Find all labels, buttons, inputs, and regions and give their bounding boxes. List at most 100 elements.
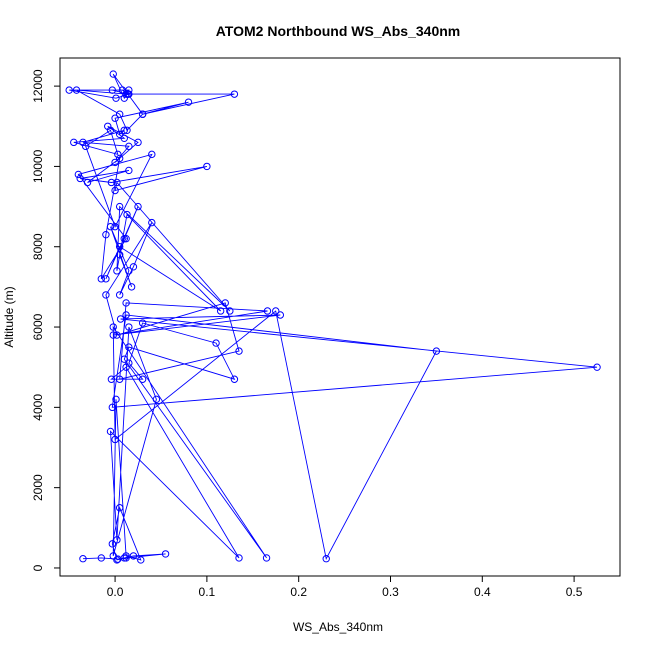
- data-point: [74, 170, 83, 179]
- data-point: [322, 555, 330, 563]
- data-point: [113, 331, 121, 339]
- x-tick-label: 0.3: [382, 585, 399, 599]
- data-point: [111, 222, 119, 231]
- data-point: [83, 178, 92, 187]
- data-point: [125, 166, 133, 175]
- data-point: [109, 331, 117, 339]
- data-point: [123, 210, 131, 219]
- data-point: [127, 283, 136, 291]
- data-point: [148, 218, 156, 227]
- data-point: [216, 307, 225, 315]
- data-point: [97, 275, 106, 283]
- data-point: [120, 355, 128, 363]
- data-point: [106, 222, 115, 231]
- data-point: [113, 536, 121, 544]
- data-point: [97, 554, 106, 562]
- data-point: [108, 86, 117, 94]
- data-point: [79, 555, 87, 563]
- data-point: [111, 158, 119, 167]
- data-point: [122, 552, 130, 560]
- data-point: [134, 202, 142, 211]
- data-point: [129, 552, 138, 560]
- x-tick-label: 0.0: [107, 585, 124, 599]
- data-point: [102, 230, 110, 239]
- y-tick-label: 6000: [31, 313, 45, 340]
- x-tick-label: 0.5: [566, 585, 583, 599]
- data-point: [593, 363, 601, 371]
- data-point: [107, 178, 116, 187]
- data-point: [138, 319, 147, 327]
- data-point: [70, 138, 78, 147]
- data-point: [122, 299, 130, 307]
- data-point: [123, 126, 131, 134]
- data-point: [109, 323, 117, 331]
- data-point: [111, 435, 119, 444]
- data-point: [115, 375, 124, 383]
- data-point: [115, 291, 124, 299]
- data-point: [113, 267, 121, 275]
- data-point: [116, 315, 125, 323]
- data-point: [115, 130, 124, 138]
- data-point: [115, 110, 124, 118]
- data-point: [108, 403, 117, 412]
- data-point: [122, 311, 130, 319]
- data-point: [108, 540, 117, 548]
- data-point: [152, 395, 161, 404]
- data-point: [111, 114, 119, 122]
- data-point: [272, 307, 280, 315]
- x-tick-label: 0.4: [474, 585, 491, 599]
- data-point: [262, 554, 271, 562]
- series-line: [69, 73, 598, 561]
- data-point: [120, 94, 128, 102]
- data-point: [115, 243, 124, 251]
- data-point: [432, 347, 441, 355]
- data-point: [102, 275, 110, 283]
- data-point: [79, 138, 87, 147]
- data-point: [122, 554, 130, 562]
- data-point: [125, 323, 133, 331]
- data-point: [109, 70, 117, 78]
- data-point: [138, 375, 147, 383]
- y-tick-label: 12000: [31, 69, 45, 103]
- data-point: [113, 178, 121, 187]
- x-tick-label: 0.1: [199, 585, 216, 599]
- data-point: [129, 263, 138, 271]
- series-layer: [65, 70, 601, 564]
- data-point: [137, 556, 145, 564]
- data-point: [235, 347, 243, 355]
- data-point: [107, 375, 116, 383]
- data-point: [276, 311, 285, 319]
- data-point: [124, 90, 132, 98]
- x-axis: 0.0 0.1 0.2 0.3 0.4 0.5: [107, 575, 583, 599]
- data-point: [112, 94, 120, 102]
- data-point: [115, 251, 124, 259]
- y-axis: 0 2000 4000 6000 8000 10000 12000: [31, 69, 61, 571]
- data-point: [125, 343, 133, 351]
- data-point: [65, 86, 73, 94]
- x-axis-label: WS_Abs_340nm: [293, 620, 383, 634]
- x-tick-label: 0.2: [290, 585, 307, 599]
- data-point: [230, 90, 239, 98]
- data-point: [111, 186, 119, 195]
- data-point: [134, 138, 142, 147]
- data-point: [102, 291, 110, 299]
- data-point: [120, 134, 128, 143]
- data-point: [138, 110, 147, 118]
- data-point: [113, 556, 121, 564]
- data-point: [161, 550, 170, 558]
- data-point: [120, 126, 128, 134]
- data-point: [125, 142, 133, 151]
- data-point: [109, 552, 117, 560]
- y-tick-label: 0: [31, 564, 45, 571]
- data-point: [263, 307, 272, 315]
- data-point: [212, 339, 220, 347]
- data-point: [203, 162, 211, 171]
- y-tick-label: 4000: [31, 394, 45, 421]
- data-point: [115, 504, 124, 512]
- y-tick-label: 2000: [31, 474, 45, 501]
- data-point: [115, 202, 124, 211]
- y-tick-label: 8000: [31, 233, 45, 260]
- data-point: [122, 234, 130, 243]
- data-point: [125, 267, 133, 275]
